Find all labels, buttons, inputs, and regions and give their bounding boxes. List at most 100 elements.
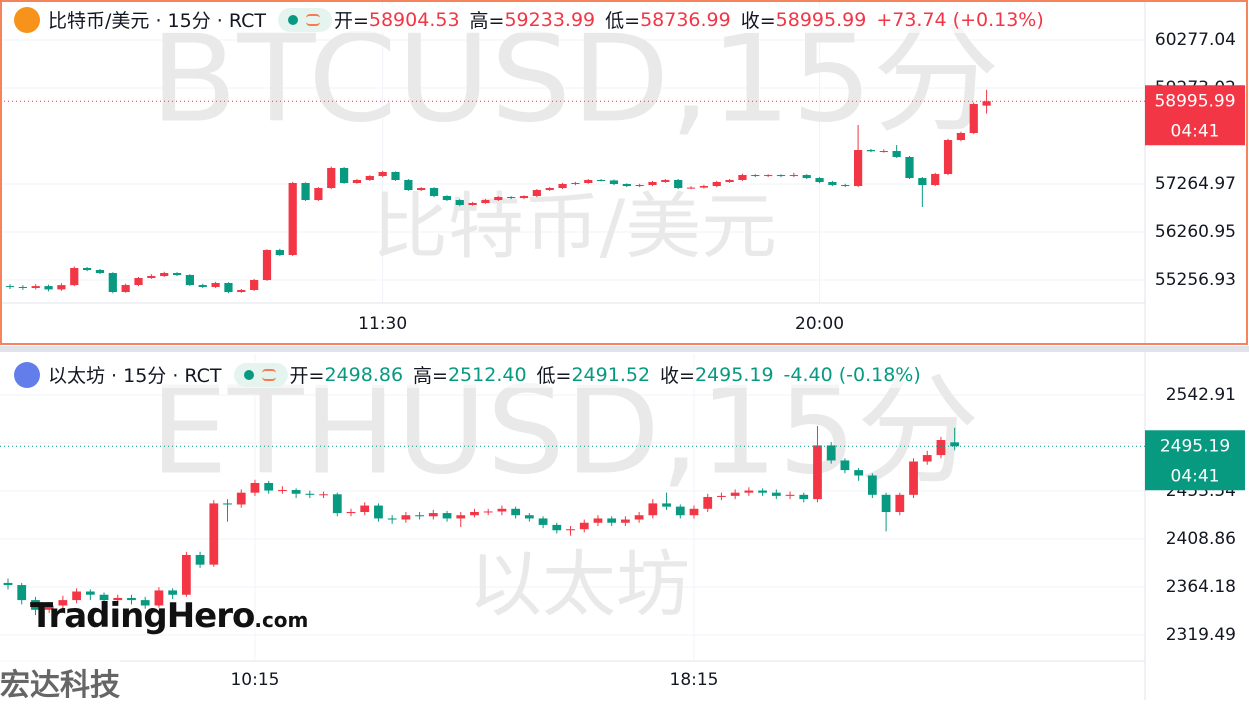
candle-body (99, 594, 109, 601)
candle-body (31, 600, 40, 610)
candle-body (507, 197, 516, 199)
candle-body (622, 184, 631, 187)
candle-body (538, 518, 548, 525)
candle-body (725, 179, 734, 182)
candle-body (895, 494, 905, 513)
candle-body (815, 178, 824, 182)
candle-body (278, 489, 287, 491)
candle-body (662, 503, 671, 507)
ohlc-value: 2498.86 (324, 363, 404, 386)
candle-body (391, 172, 400, 180)
candle-body (305, 493, 315, 495)
candle-body (3, 582, 13, 586)
candle-body (552, 524, 562, 531)
candle-body (758, 490, 767, 493)
ohlc-label: 低= (605, 10, 641, 32)
candle-body (648, 182, 657, 186)
candle-body (31, 286, 40, 288)
candle-body (881, 494, 891, 513)
candle-body (982, 101, 991, 106)
candle-body (455, 200, 464, 205)
candle-body (172, 273, 182, 276)
candle-body (634, 515, 644, 520)
candle-body (442, 513, 452, 519)
candle-body (250, 482, 260, 493)
candle-body (674, 179, 683, 189)
status-pill (233, 362, 288, 387)
ohlc-value: 58904.53 (368, 8, 460, 31)
candle-body (82, 268, 92, 271)
candle-body (776, 175, 786, 177)
candle-body (717, 495, 726, 497)
change-value: +73.74 (876, 8, 947, 31)
symbol-watermark: 以太坊 (468, 543, 690, 627)
candle-body (909, 461, 918, 495)
candle-body (346, 512, 356, 514)
candle-body (44, 605, 54, 610)
candle-body (160, 273, 169, 277)
candle-body (532, 190, 541, 197)
candle-body (181, 554, 191, 595)
ohlc-label: 收= (660, 365, 695, 387)
candle-body (853, 150, 863, 187)
candle-body (332, 494, 342, 514)
candle-body (264, 482, 274, 491)
candle-body (596, 179, 606, 181)
candle-body (470, 512, 479, 516)
candle-body (108, 273, 117, 293)
price-box (1145, 85, 1245, 146)
ohlc-label: 低= (536, 365, 572, 387)
candle-body (703, 496, 713, 509)
y-tick-label: 2319.49 (1166, 625, 1236, 645)
y-tick-label: 60277.04 (1155, 30, 1236, 50)
candle-body (456, 515, 466, 519)
x-tick-label: 20:00 (795, 314, 844, 334)
corner-watermark: 宏达科技 (0, 660, 120, 704)
candle-body (5, 286, 15, 288)
candle-body (494, 197, 503, 201)
y-tick-label: 55256.93 (1155, 270, 1236, 290)
candle-body (339, 167, 349, 184)
pane-border (0, 0, 1248, 345)
candle-body (18, 286, 27, 288)
candle-body (428, 513, 438, 517)
candle-body (236, 492, 246, 505)
y-tick-label: 57264.97 (1155, 174, 1236, 194)
status-pill (277, 7, 332, 32)
candle-body (415, 515, 424, 517)
ohlc-value: 2495.19 (694, 363, 774, 386)
candle-body (360, 505, 370, 513)
candle-body (826, 445, 836, 461)
candle-body (58, 600, 68, 606)
candle-body (319, 494, 328, 496)
candle-body (275, 250, 284, 256)
candle-body (44, 286, 53, 290)
candle-body (121, 285, 130, 293)
candle-body (404, 179, 413, 191)
candle-body (95, 270, 105, 274)
candle-body (154, 590, 164, 606)
candle-body (931, 174, 940, 186)
candle-body (813, 445, 822, 500)
candle-body (607, 518, 617, 523)
candle-body (699, 186, 709, 188)
candle-body (922, 455, 932, 462)
candle-body (327, 167, 336, 189)
symbol-icon (14, 6, 40, 33)
symbol-icon (14, 361, 40, 388)
candle-body (635, 185, 644, 187)
change-percent: (-0.18%) (838, 363, 921, 386)
x-tick-label: 18:15 (670, 670, 719, 690)
candle-body (866, 150, 876, 152)
candle-body (579, 522, 589, 530)
y-tick-label: 2364.18 (1166, 577, 1236, 597)
y-tick-label: 2542.91 (1166, 385, 1236, 405)
candle-body (429, 188, 439, 197)
candle-body (288, 183, 297, 256)
candle-body (140, 600, 150, 606)
candle-body (237, 290, 246, 293)
ohlc-value: 58736.99 (640, 8, 731, 31)
ohlc-label: 收= (740, 10, 776, 32)
brand-domain: .com (254, 608, 309, 632)
candle-body (209, 503, 219, 565)
